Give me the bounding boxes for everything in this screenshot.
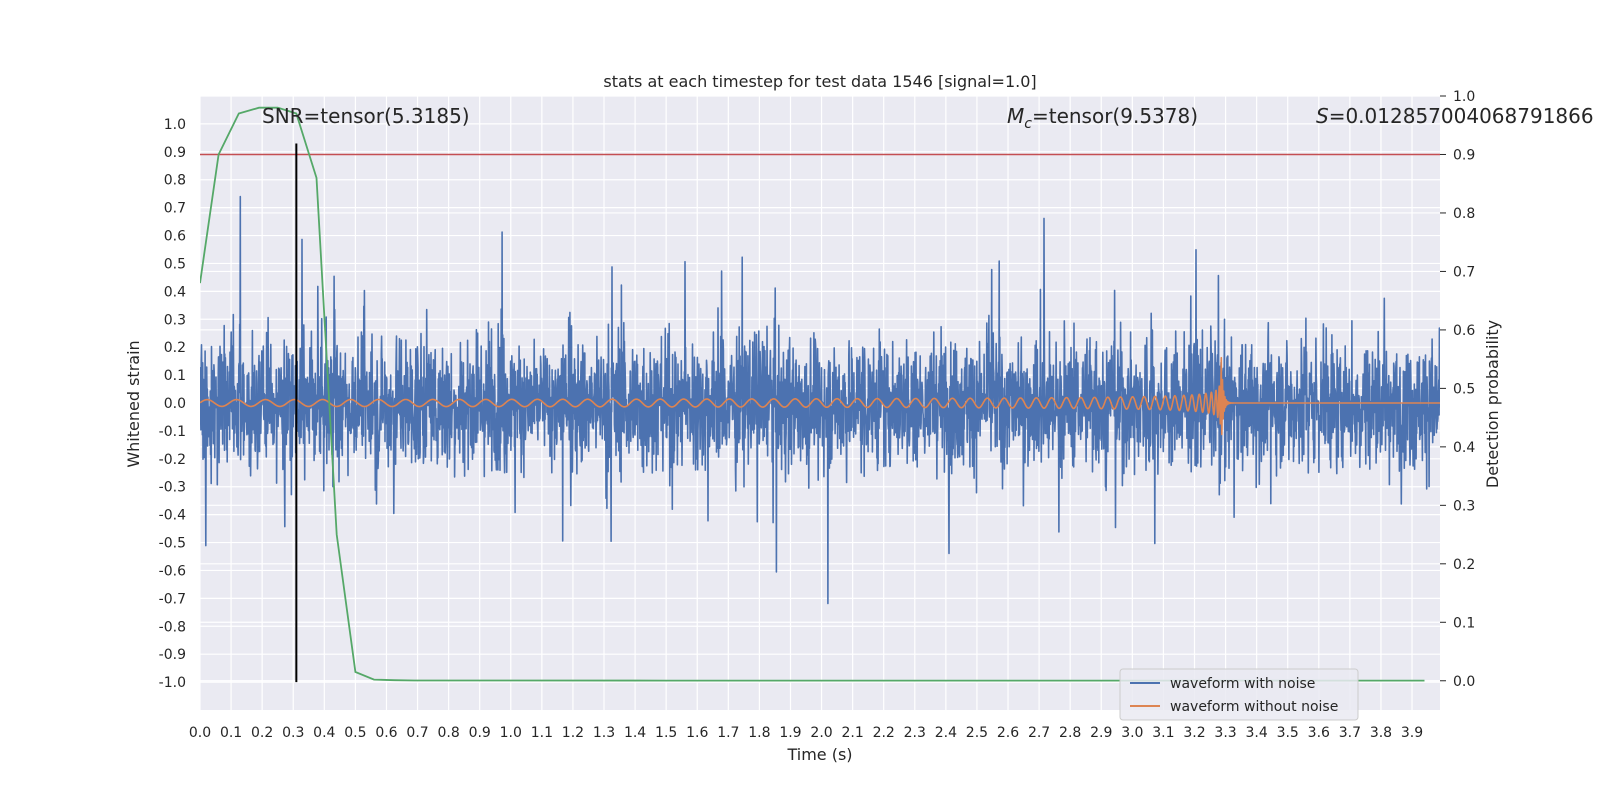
x-tick-label: 3.1 — [1152, 725, 1174, 741]
s-symbol: S — [1316, 104, 1329, 128]
y-tick-label: 0.9 — [164, 145, 186, 161]
y-tick-label: -0.9 — [159, 647, 186, 663]
chirp-mass-value: =tensor(9.5378) — [1032, 104, 1198, 128]
x-tick-label: 2.5 — [966, 725, 988, 741]
y2-tick-label: 0.4 — [1453, 440, 1475, 456]
x-tick-label: 2.4 — [935, 725, 957, 741]
y-tick-label: -0.1 — [159, 424, 186, 440]
y2-tick-label: 0.8 — [1453, 206, 1475, 222]
y2-tick-label: 0.1 — [1453, 615, 1475, 631]
y2-axis-title: Detection probability — [1483, 320, 1502, 488]
y2-tick-label: 0.6 — [1453, 323, 1475, 339]
legend-box — [1119, 668, 1359, 721]
legend-label-without-noise: waveform without noise — [1170, 699, 1338, 715]
x-tick-label: 2.8 — [1059, 725, 1081, 741]
x-tick-label: 3.8 — [1370, 725, 1392, 741]
y2-tick-label: 0.7 — [1453, 264, 1475, 280]
x-tick-label: 1.7 — [717, 725, 739, 741]
x-tick-label: 0.9 — [469, 725, 491, 741]
annotation-chirp-mass: Mc=tensor(9.5378) — [1007, 104, 1198, 132]
x-tick-label: 3.6 — [1308, 725, 1330, 741]
y-tick-label: 1.0 — [164, 117, 186, 133]
x-tick-label: 3.3 — [1214, 725, 1236, 741]
annotation-snr: SNR=tensor(5.3185) — [262, 104, 470, 128]
y-axis-ticks: 1.0 0.9 0.8 0.7 0.6 0.5 0.4 0.3 0.2 0.1 0.0 -0.1 -0.… — [159, 117, 186, 691]
y-tick-label: -0.6 — [159, 563, 186, 579]
annotation-s: S=0.012857004068791866 — [1316, 104, 1594, 128]
y-tick-label: 0.3 — [164, 312, 186, 328]
y-tick-label: -0.7 — [159, 591, 186, 607]
x-tick-label: 0.7 — [406, 725, 428, 741]
y-tick-label: -0.8 — [159, 619, 186, 635]
y2-axis-ticks: 1.0 0.9 0.8 0.7 0.6 0.5 0.4 0.3 0.2 0.1 0.0 — [1440, 89, 1475, 690]
x-tick-label: 2.7 — [1028, 725, 1050, 741]
x-tick-label: 2.0 — [810, 725, 832, 741]
series-line-waveform-without-noise — [200, 356, 1440, 436]
x-tick-label: 3.9 — [1401, 725, 1423, 741]
x-tick-label: 1.1 — [531, 725, 553, 741]
y-tick-label: 0.0 — [164, 396, 186, 412]
y-tick-label: 0.7 — [164, 201, 186, 217]
x-tick-label: 3.2 — [1183, 725, 1205, 741]
y2-tick-label: 0.2 — [1453, 557, 1475, 573]
s-value: =0.012857004068791866 — [1329, 104, 1594, 128]
x-tick-label: 3.0 — [1121, 725, 1143, 741]
x-tick-label: 0.2 — [251, 725, 273, 741]
y2-tick-label: 0.3 — [1453, 498, 1475, 514]
x-tick-label: 3.7 — [1339, 725, 1361, 741]
y-tick-label: -0.3 — [159, 480, 186, 496]
x-tick-label: 1.3 — [593, 725, 615, 741]
x-tick-label: 1.5 — [655, 725, 677, 741]
y-tick-label: 0.1 — [164, 368, 186, 384]
x-tick-label: 0.1 — [220, 725, 242, 741]
x-tick-label: 1.4 — [624, 725, 646, 741]
y-tick-label: -0.4 — [159, 508, 186, 524]
x-tick-label: 3.5 — [1277, 725, 1299, 741]
y-axis-title: Whitened strain — [124, 340, 143, 467]
x-tick-label: 0.5 — [344, 725, 366, 741]
plot-series — [200, 106, 1440, 683]
y-tick-label: -0.2 — [159, 452, 186, 468]
legend: waveform with noise waveform without noi… — [1119, 668, 1359, 721]
chirp-mass-symbol: M — [1007, 104, 1024, 128]
x-tick-label: 0.0 — [189, 725, 211, 741]
chart-title: stats at each timestep for test data 154… — [603, 72, 1036, 91]
y-tick-label: 0.5 — [164, 256, 186, 272]
x-axis-ticks: 0.0 0.1 0.2 0.3 0.4 0.5 0.6 0.7 0.8 0.9 1.0 1.1 1.2 1… — [189, 725, 1423, 741]
y-tick-label: 0.6 — [164, 229, 186, 245]
y2-tick-label: 0.0 — [1453, 674, 1475, 690]
y-tick-label: 0.4 — [164, 284, 186, 300]
x-tick-label: 2.3 — [904, 725, 926, 741]
x-tick-label: 1.2 — [562, 725, 584, 741]
y-tick-label: -0.5 — [159, 536, 186, 552]
x-tick-label: 3.4 — [1246, 725, 1268, 741]
x-tick-label: 0.8 — [437, 725, 459, 741]
x-tick-label: 2.1 — [841, 725, 863, 741]
x-tick-label: 2.2 — [873, 725, 895, 741]
x-axis-title: Time (s) — [786, 745, 852, 764]
y-tick-label: 0.2 — [164, 340, 186, 356]
chirp-mass-subscript: c — [1024, 116, 1032, 132]
x-tick-label: 1.8 — [748, 725, 770, 741]
y2-tick-label: 1.0 — [1453, 89, 1475, 105]
x-tick-label: 0.4 — [313, 725, 335, 741]
series-line-waveform-with-noise — [200, 195, 1440, 605]
y-tick-label: -1.0 — [159, 675, 186, 691]
x-tick-label: 1.9 — [779, 725, 801, 741]
y2-tick-label: 0.5 — [1453, 381, 1475, 397]
series-line-detection-probability — [200, 106, 1425, 682]
x-tick-label: 0.6 — [375, 725, 397, 741]
x-tick-label: 1.6 — [686, 725, 708, 741]
x-tick-label: 2.9 — [1090, 725, 1112, 741]
x-tick-label: 0.3 — [282, 725, 304, 741]
y2-tick-label: 0.9 — [1453, 147, 1475, 163]
legend-label-with-noise: waveform with noise — [1170, 676, 1315, 692]
x-tick-label: 1.0 — [500, 725, 522, 741]
x-tick-label: 2.6 — [997, 725, 1019, 741]
y-tick-label: 0.8 — [164, 173, 186, 189]
